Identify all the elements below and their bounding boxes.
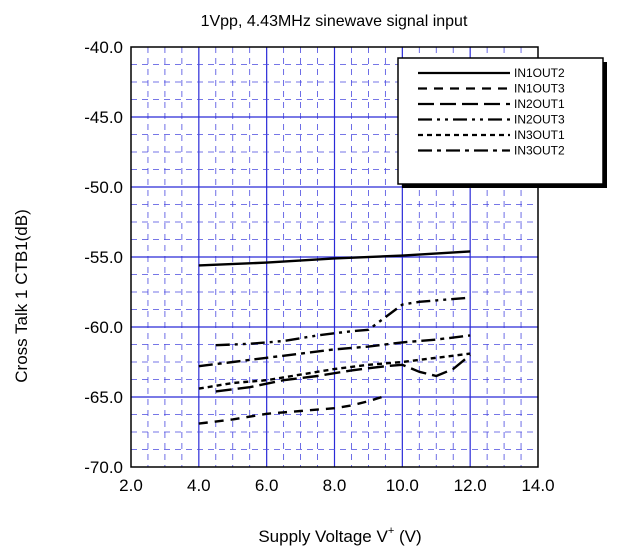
- series-line-in1out3: [198, 395, 383, 425]
- series-line-in2out1: [215, 354, 471, 393]
- x-tick-labels: 2.0 4.0 6.0 8.0 10.0 12.0 14.0: [119, 476, 554, 495]
- x-tick-label: 4.0: [187, 476, 211, 495]
- series-line-in2out3: [215, 296, 471, 347]
- y-tick-label: -55.0: [84, 248, 123, 267]
- legend-label-in1out3: IN1OUT3: [514, 82, 565, 96]
- legend-label-in2out3: IN2OUT3: [514, 113, 565, 127]
- y-tick-label: -50.0: [84, 178, 123, 197]
- x-axis-title-unit: (V): [394, 527, 421, 546]
- y-tick-label: -60.0: [84, 318, 123, 337]
- x-axis-title: Supply Voltage V+ (V): [258, 525, 421, 546]
- x-tick-label: 2.0: [119, 476, 143, 495]
- series-line-in1out2: [198, 250, 471, 267]
- y-tick-label: -45.0: [84, 108, 123, 127]
- x-tick-label: 6.0: [255, 476, 279, 495]
- legend-box: [397, 57, 604, 185]
- y-tick-labels: -40.0 -45.0 -50.0 -55.0 -60.0 -65.0 -70.0: [84, 38, 123, 477]
- series-line-in3out2: [198, 334, 471, 368]
- x-tick-label: 14.0: [521, 476, 554, 495]
- plot-frame: [130, 46, 539, 468]
- x-tick-label: 8.0: [323, 476, 347, 495]
- y-tick-label: -70.0: [84, 458, 123, 477]
- legend-label-in1out2: IN1OUT2: [514, 66, 565, 80]
- series-line-in3out1: [198, 352, 471, 390]
- y-tick-label: -65.0: [84, 388, 123, 407]
- x-tick-label: 10.0: [386, 476, 419, 495]
- legend-label-in3out1: IN3OUT1: [514, 128, 565, 142]
- x-tick-label: 12.0: [454, 476, 487, 495]
- legend-label-in2out1: IN2OUT1: [514, 97, 565, 111]
- y-axis-title: Cross Talk 1 CTB1(dB): [12, 209, 31, 383]
- series-lines: [198, 250, 471, 425]
- x-axis-title-main: Supply Voltage V: [258, 527, 388, 546]
- x-axis-title-superscript: +: [388, 525, 394, 537]
- legend-label-in3out2: IN3OUT2: [514, 144, 565, 158]
- chart-title: 1Vpp, 4.43MHz sinewave signal input: [201, 13, 468, 30]
- y-tick-label: -40.0: [84, 38, 123, 57]
